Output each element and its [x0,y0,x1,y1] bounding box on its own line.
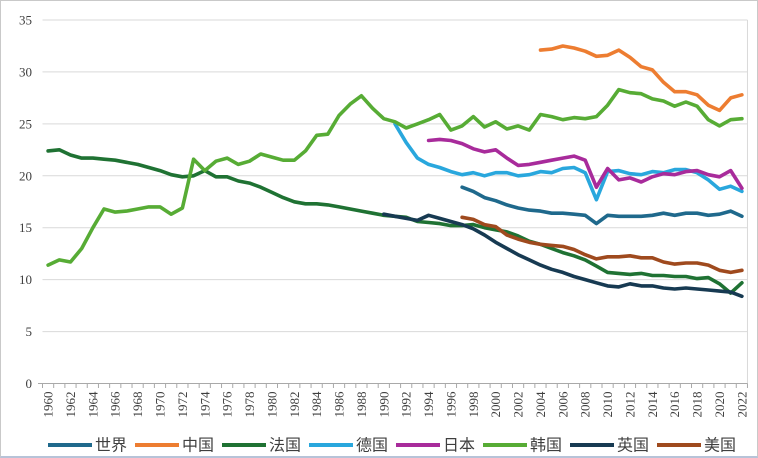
x-axis-tick-labels: 1960 1962 1964 1966 1968 1970 1972 1974 1976 1978… [41,391,750,418]
x-tick-label-1984: 1984 [309,391,324,418]
y-tick-label-20: 20 [19,168,32,183]
y-tick-label-30: 30 [19,64,32,79]
series-line-south-korea [46,87,744,267]
x-tick-label-1976: 1976 [220,391,235,418]
legend-item-france: 法国 [222,437,301,455]
x-tick-label-1968: 1968 [130,392,145,418]
x-tick-label-1962: 1962 [63,392,78,418]
y-tick-label-25: 25 [19,116,32,131]
legend-label-france: 法国 [269,437,301,455]
x-tick-label-2016: 2016 [667,391,682,418]
x-tick-label-1994: 1994 [421,391,436,418]
series-line-china [538,44,744,113]
x-tick-label-1996: 1996 [443,391,458,418]
x-tick-label-1988: 1988 [354,392,369,418]
x-axis [38,383,748,388]
x-tick-label-2002: 2002 [511,392,526,418]
x-tick-label-2008: 2008 [578,392,593,418]
x-tick-label-2014: 2014 [645,391,660,418]
legend-label-china: 中国 [182,437,214,455]
series-lines [46,44,744,299]
legend: 世界 中国 法国 德国 日本 韩国 英国 美国 [48,437,736,455]
x-tick-label-1986: 1986 [332,391,347,418]
legend-item-germany: 德国 [309,437,388,455]
legend-item-china: 中国 [135,437,214,455]
x-tick-label-2018: 2018 [690,392,705,418]
gridlines [42,19,748,384]
y-tick-label-0: 0 [26,376,33,391]
series-line-japan [426,137,744,190]
x-tick-label-1970: 1970 [152,392,167,418]
x-tick-label-1960: 1960 [41,392,56,418]
legend-label-uk: 英国 [617,437,649,455]
y-tick-label-5: 5 [26,324,33,339]
legend-item-uk: 英国 [570,437,649,455]
series-line-germany [393,122,744,202]
legend-label-japan: 日本 [443,437,475,455]
y-tick-label-15: 15 [19,220,32,235]
x-tick-label-1974: 1974 [197,391,212,418]
x-tick-label-2012: 2012 [622,392,637,418]
series-line-usa [460,215,744,275]
x-tick-label-1964: 1964 [85,391,100,418]
y-tick-label-35: 35 [19,13,32,28]
x-tick-label-2000: 2000 [488,392,503,418]
y-axis-tick-labels: 0 5 10 15 20 25 30 35 [19,13,32,392]
x-tick-label-1982: 1982 [287,392,302,418]
legend-label-south-korea: 韩国 [530,437,562,455]
x-tick-label-1966: 1966 [108,391,123,418]
x-tick-label-2004: 2004 [533,391,548,418]
series-line-france [46,148,744,295]
x-tick-label-2022: 2022 [734,392,749,418]
legend-label-usa: 美国 [704,437,736,455]
series-line-uk [381,212,744,299]
x-tick-label-2006: 2006 [555,391,570,418]
legend-item-usa: 美国 [657,437,736,455]
legend-label-world: 世界 [95,437,127,455]
legend-item-world: 世界 [48,437,127,455]
legend-item-south-korea: 韩国 [483,437,562,455]
x-tick-label-1998: 1998 [466,392,481,418]
x-tick-label-1990: 1990 [376,392,391,418]
series-line-world [460,185,744,226]
x-tick-label-1992: 1992 [399,392,414,418]
x-tick-label-1978: 1978 [242,392,257,418]
x-tick-label-1972: 1972 [175,392,190,418]
legend-label-germany: 德国 [356,437,388,455]
legend-item-japan: 日本 [396,437,475,455]
x-tick-label-2010: 2010 [600,392,615,418]
x-tick-label-1980: 1980 [264,392,279,418]
y-tick-label-10: 10 [19,272,32,287]
x-tick-label-2020: 2020 [712,392,727,418]
